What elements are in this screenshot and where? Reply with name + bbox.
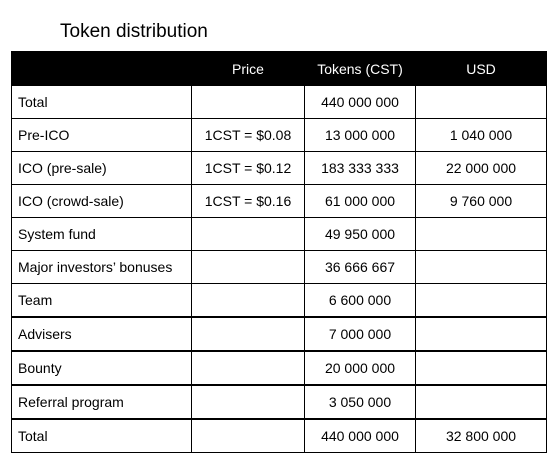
- row-name: Total: [11, 85, 192, 119]
- table-row: ICO (crowd-sale) 1CST = $0.16 61 000 000…: [11, 184, 547, 218]
- row-name: Advisers: [11, 316, 192, 352]
- page-title: Token distribution: [60, 21, 208, 42]
- row-usd: 9 760 000: [415, 184, 547, 218]
- row-price: [191, 217, 305, 251]
- row-usd: [415, 250, 547, 284]
- column-header-price: Price: [191, 51, 305, 86]
- row-tokens: 7 000 000: [304, 316, 416, 352]
- row-price: 1CST = $0.08: [191, 118, 305, 152]
- row-name: ICO (crowd-sale): [11, 184, 192, 218]
- row-price: [191, 350, 305, 386]
- row-usd: [415, 283, 547, 318]
- table-header-row: Price Tokens (CST) USD: [11, 51, 547, 86]
- row-tokens: 13 000 000: [304, 118, 416, 152]
- row-price: 1CST = $0.12: [191, 151, 305, 185]
- row-name: Total: [11, 418, 192, 453]
- table-row: Bounty 20 000 000: [11, 350, 547, 386]
- row-usd: 22 000 000: [415, 151, 547, 185]
- table-row: Pre-ICO 1CST = $0.08 13 000 000 1 040 00…: [11, 118, 547, 152]
- row-tokens: 440 000 000: [304, 418, 416, 453]
- row-usd: [415, 85, 547, 119]
- row-tokens: 183 333 333: [304, 151, 416, 185]
- column-header-item: [11, 51, 192, 86]
- table-row: System fund 49 950 000: [11, 217, 547, 251]
- row-tokens: 61 000 000: [304, 184, 416, 218]
- table-row: Major investors’ bonuses 36 666 667: [11, 250, 547, 284]
- table-row: Referral program 3 050 000: [11, 384, 547, 420]
- row-price: [191, 316, 305, 352]
- column-header-usd: USD: [415, 51, 547, 86]
- row-usd: [415, 384, 547, 420]
- row-price: [191, 85, 305, 119]
- row-tokens: 440 000 000: [304, 85, 416, 119]
- column-header-tokens: Tokens (CST): [304, 51, 416, 86]
- row-price: 1CST = $0.16: [191, 184, 305, 218]
- row-tokens: 3 050 000: [304, 384, 416, 420]
- row-name: ICO (pre-sale): [11, 151, 192, 185]
- row-name: Team: [11, 283, 192, 318]
- row-name: System fund: [11, 217, 192, 251]
- row-usd: [415, 316, 547, 352]
- row-price: [191, 250, 305, 284]
- token-distribution-table: Price Tokens (CST) USD Total 440 000 000…: [11, 51, 547, 453]
- row-usd: 1 040 000: [415, 118, 547, 152]
- row-name: Bounty: [11, 350, 192, 386]
- table-row: ICO (pre-sale) 1CST = $0.12 183 333 333 …: [11, 151, 547, 185]
- row-tokens: 20 000 000: [304, 350, 416, 386]
- row-price: [191, 283, 305, 318]
- row-usd: [415, 217, 547, 251]
- row-price: [191, 384, 305, 420]
- table-row: Advisers 7 000 000: [11, 316, 547, 352]
- table-row: Total 440 000 000: [11, 85, 547, 119]
- table-row: Total 440 000 000 32 800 000: [11, 418, 547, 453]
- row-tokens: 49 950 000: [304, 217, 416, 251]
- row-usd: [415, 350, 547, 386]
- row-price: [191, 418, 305, 453]
- row-name: Major investors’ bonuses: [11, 250, 192, 284]
- row-name: Referral program: [11, 384, 192, 420]
- row-tokens: 36 666 667: [304, 250, 416, 284]
- row-name: Pre-ICO: [11, 118, 192, 152]
- table-row: Team 6 600 000: [11, 283, 547, 318]
- row-usd: 32 800 000: [415, 418, 547, 453]
- row-tokens: 6 600 000: [304, 283, 416, 318]
